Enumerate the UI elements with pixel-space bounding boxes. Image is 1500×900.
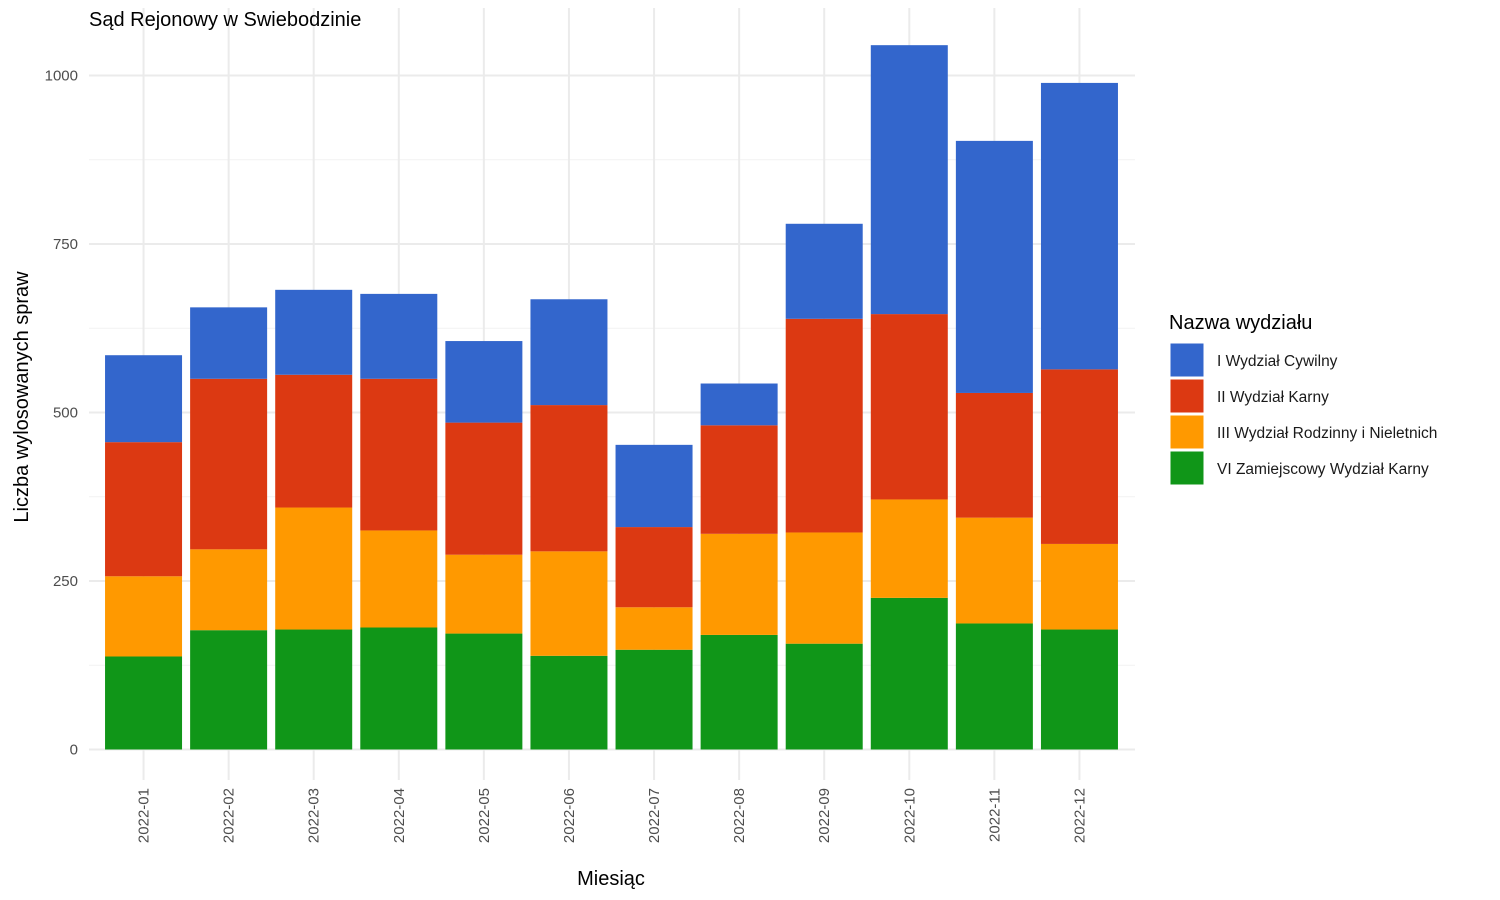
y-tick-label: 0 (70, 742, 78, 759)
bar-segment (700, 383, 778, 426)
bar-segment (275, 629, 353, 750)
bar-segment (1040, 543, 1118, 630)
y-tick-label: 500 (53, 405, 78, 422)
bar-segment (1040, 82, 1118, 370)
bar-segment (785, 643, 863, 750)
x-axis-title: Miesiąc (577, 868, 645, 890)
y-tick-label: 250 (53, 573, 78, 590)
bar-segment (105, 656, 183, 750)
x-tick-label: 2022-02 (221, 788, 238, 843)
bar-segment (615, 444, 693, 528)
x-tick-label: 2022-04 (391, 788, 408, 843)
legend-title: Nazwa wydziału (1169, 312, 1312, 334)
x-tick-label: 2022-01 (136, 788, 153, 843)
bar-segment (105, 442, 183, 577)
bar-segment (105, 355, 183, 443)
bar-segment (615, 649, 693, 750)
x-tick-label: 2022-03 (306, 788, 323, 843)
legend-swatch (1169, 342, 1205, 378)
bars (105, 45, 1118, 750)
bar-segment (1040, 629, 1118, 750)
bar-segment (360, 378, 438, 531)
bar-segment (955, 140, 1033, 393)
legend-label: I Wydział Cywilny (1217, 353, 1338, 370)
x-tick-label: 2022-09 (816, 788, 833, 843)
chart-title: Sąd Rejonowy w Swiebodzinie (89, 9, 361, 31)
bar-segment (530, 405, 608, 552)
legend-label: III Wydział Rodzinny i Nieletnich (1217, 425, 1437, 442)
bar-segment (360, 627, 438, 750)
bar-segment (275, 374, 353, 508)
bar-segment (190, 549, 268, 631)
bar-segment (700, 533, 778, 635)
bar-segment (105, 576, 183, 657)
legend-swatch (1169, 414, 1205, 450)
bar-segment (360, 530, 438, 628)
bar-segment (445, 633, 523, 750)
bar-segment (870, 499, 948, 598)
bar-segment (445, 554, 523, 634)
bar-segment (190, 630, 268, 750)
bar-segment (190, 378, 268, 550)
bar-segment (530, 299, 608, 406)
legend-swatch (1169, 450, 1205, 486)
y-axis-title: Liczba wylosowanych spraw (11, 271, 33, 523)
bar-segment (700, 634, 778, 750)
bar-segment (615, 607, 693, 650)
x-tick-label: 2022-12 (1071, 788, 1088, 843)
bar-segment (1040, 369, 1118, 544)
legend-label: II Wydział Karny (1217, 389, 1329, 406)
bar-segment (445, 341, 523, 423)
bar-segment (190, 307, 268, 379)
bar-segment (615, 527, 693, 608)
legend: Nazwa wydziału I Wydział Cywilny II Wydzi… (1169, 312, 1437, 486)
bar-segment (955, 623, 1033, 750)
bar-segment (785, 318, 863, 533)
x-tick-label: 2022-07 (646, 788, 663, 843)
bar-segment (360, 293, 438, 379)
bar-segment (275, 289, 353, 375)
bar-segment (530, 655, 608, 750)
x-tick-label: 2022-11 (986, 788, 1003, 842)
x-tick-label: 2022-08 (731, 788, 748, 843)
bar-segment (955, 517, 1033, 624)
bar-segment (275, 507, 353, 630)
y-axis-ticks: 0 250 500 750 1000 (45, 68, 78, 759)
bar-segment (870, 597, 948, 750)
y-tick-label: 750 (53, 236, 78, 253)
y-tick-label: 1000 (45, 68, 78, 85)
bar-segment (870, 314, 948, 500)
bar-segment (700, 425, 778, 534)
bar-segment (530, 551, 608, 656)
bar-segment (445, 422, 523, 555)
x-tick-label: 2022-10 (901, 788, 918, 843)
x-tick-label: 2022-05 (476, 788, 493, 843)
bar-segment (955, 392, 1033, 518)
bar-segment (870, 45, 948, 315)
bar-segment (785, 223, 863, 319)
legend-swatch (1169, 378, 1205, 414)
x-tick-label: 2022-06 (561, 788, 578, 843)
bar-segment (785, 532, 863, 644)
legend-label: VI Zamiejscowy Wydział Karny (1217, 461, 1429, 478)
x-axis-ticks: 2022-01 2022-02 2022-03 2022-04 2022-05 2022-… (136, 788, 1089, 843)
